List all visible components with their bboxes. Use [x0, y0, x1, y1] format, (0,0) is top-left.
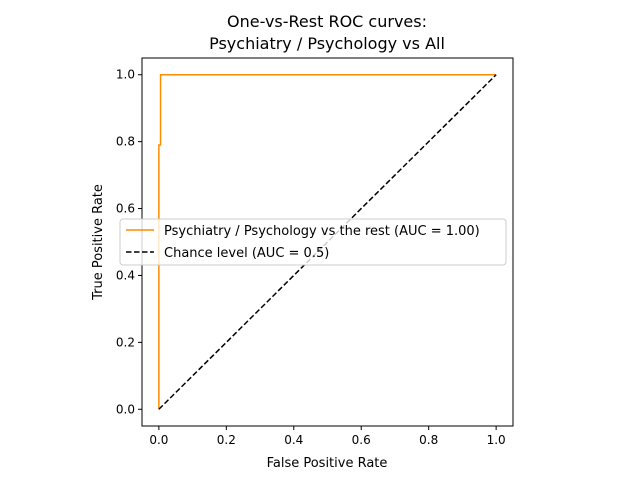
- y-tick-label: 0.0: [116, 402, 135, 416]
- plot-lines: [158, 73, 497, 410]
- x-tick-label: 1.0: [487, 433, 506, 447]
- legend-box: [119, 218, 507, 266]
- x-tick-label: 0.0: [149, 433, 168, 447]
- y-tick-label: 0.2: [116, 335, 135, 349]
- y-tick-label: 1.0: [116, 68, 135, 82]
- series-line-roc: [158, 73, 497, 410]
- x-tick-label: 0.4: [284, 433, 303, 447]
- legend: Psychiatry / Psychology vs the rest (AUC…: [119, 218, 507, 266]
- x-axis-ticks: 0.0 0.2 0.4 0.6 0.8 1.0: [149, 426, 506, 447]
- y-tick-label: 0.8: [116, 135, 135, 149]
- y-tick-label: 0.4: [116, 268, 135, 282]
- series-line-chance: [158, 74, 497, 410]
- y-axis-label: True Positive Rate: [91, 184, 106, 301]
- x-tick-label: 0.8: [419, 433, 438, 447]
- y-tick-label: 0.6: [116, 202, 135, 216]
- x-tick-label: 0.6: [352, 433, 371, 447]
- legend-label-roc: Psychiatry / Psychology vs the rest (AUC…: [164, 224, 480, 239]
- legend-label-chance: Chance level (AUC = 0.5): [164, 246, 329, 261]
- x-tick-label: 0.2: [217, 433, 236, 447]
- chart-title-line-2: Psychiatry / Psychology vs All: [209, 34, 445, 53]
- y-axis-ticks: 0.0 0.2 0.4 0.6 0.8 1.0: [116, 68, 142, 416]
- x-axis-label: False Positive Rate: [267, 456, 388, 471]
- chart-title-line-1: One-vs-Rest ROC curves:: [227, 12, 427, 31]
